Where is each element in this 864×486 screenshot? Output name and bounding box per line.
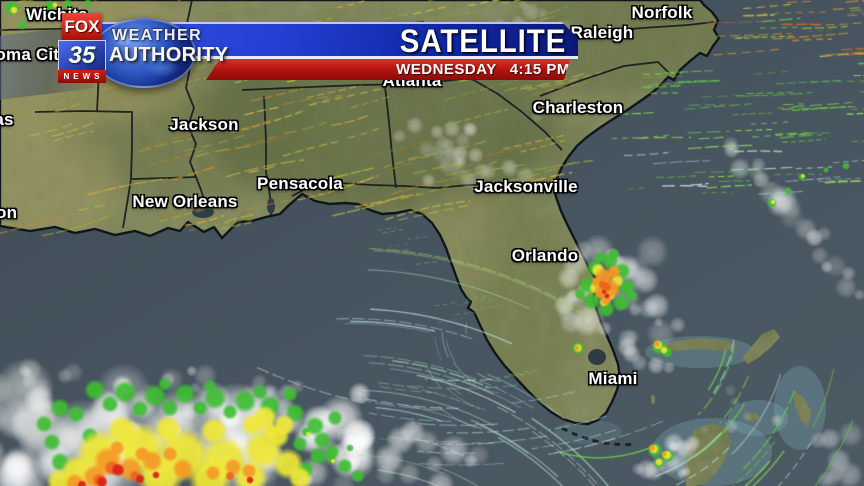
city-label-oklahoma-city: Oklahoma City: [0, 45, 69, 64]
city-label-raleigh: Raleigh: [570, 23, 634, 42]
city-label-miami: Miami: [588, 369, 638, 388]
banner-time-value: 4:15 PM: [509, 61, 570, 78]
timestamp-banner: WEDNESDAY 4:15 PM: [204, 59, 570, 80]
city-label-wichita: Wichita: [26, 5, 88, 24]
city-label-norfolk: Norfolk: [631, 3, 693, 22]
city-label-pensacola: Pensacola: [257, 174, 343, 193]
city-label-houston: Houston: [0, 203, 18, 222]
banner-timestamp: WEDNESDAY 4:15 PM: [396, 61, 570, 78]
banner-day: WEDNESDAY: [396, 61, 497, 78]
city-label-dallas: Dallas: [0, 110, 14, 129]
banner-title: SATELLITE: [399, 23, 567, 59]
city-label-charleston: Charleston: [532, 98, 624, 117]
city-label-new-orleans: New Orleans: [132, 192, 238, 211]
banner-bottom-line: [88, 56, 578, 59]
city-label-jacksonville: Jacksonville: [474, 177, 578, 196]
satellite-banner: SATELLITE: [88, 22, 578, 59]
city-label-jackson: Jackson: [169, 115, 239, 134]
banner-highlight-line: [88, 22, 578, 24]
city-label-orlando: Orlando: [511, 246, 579, 265]
